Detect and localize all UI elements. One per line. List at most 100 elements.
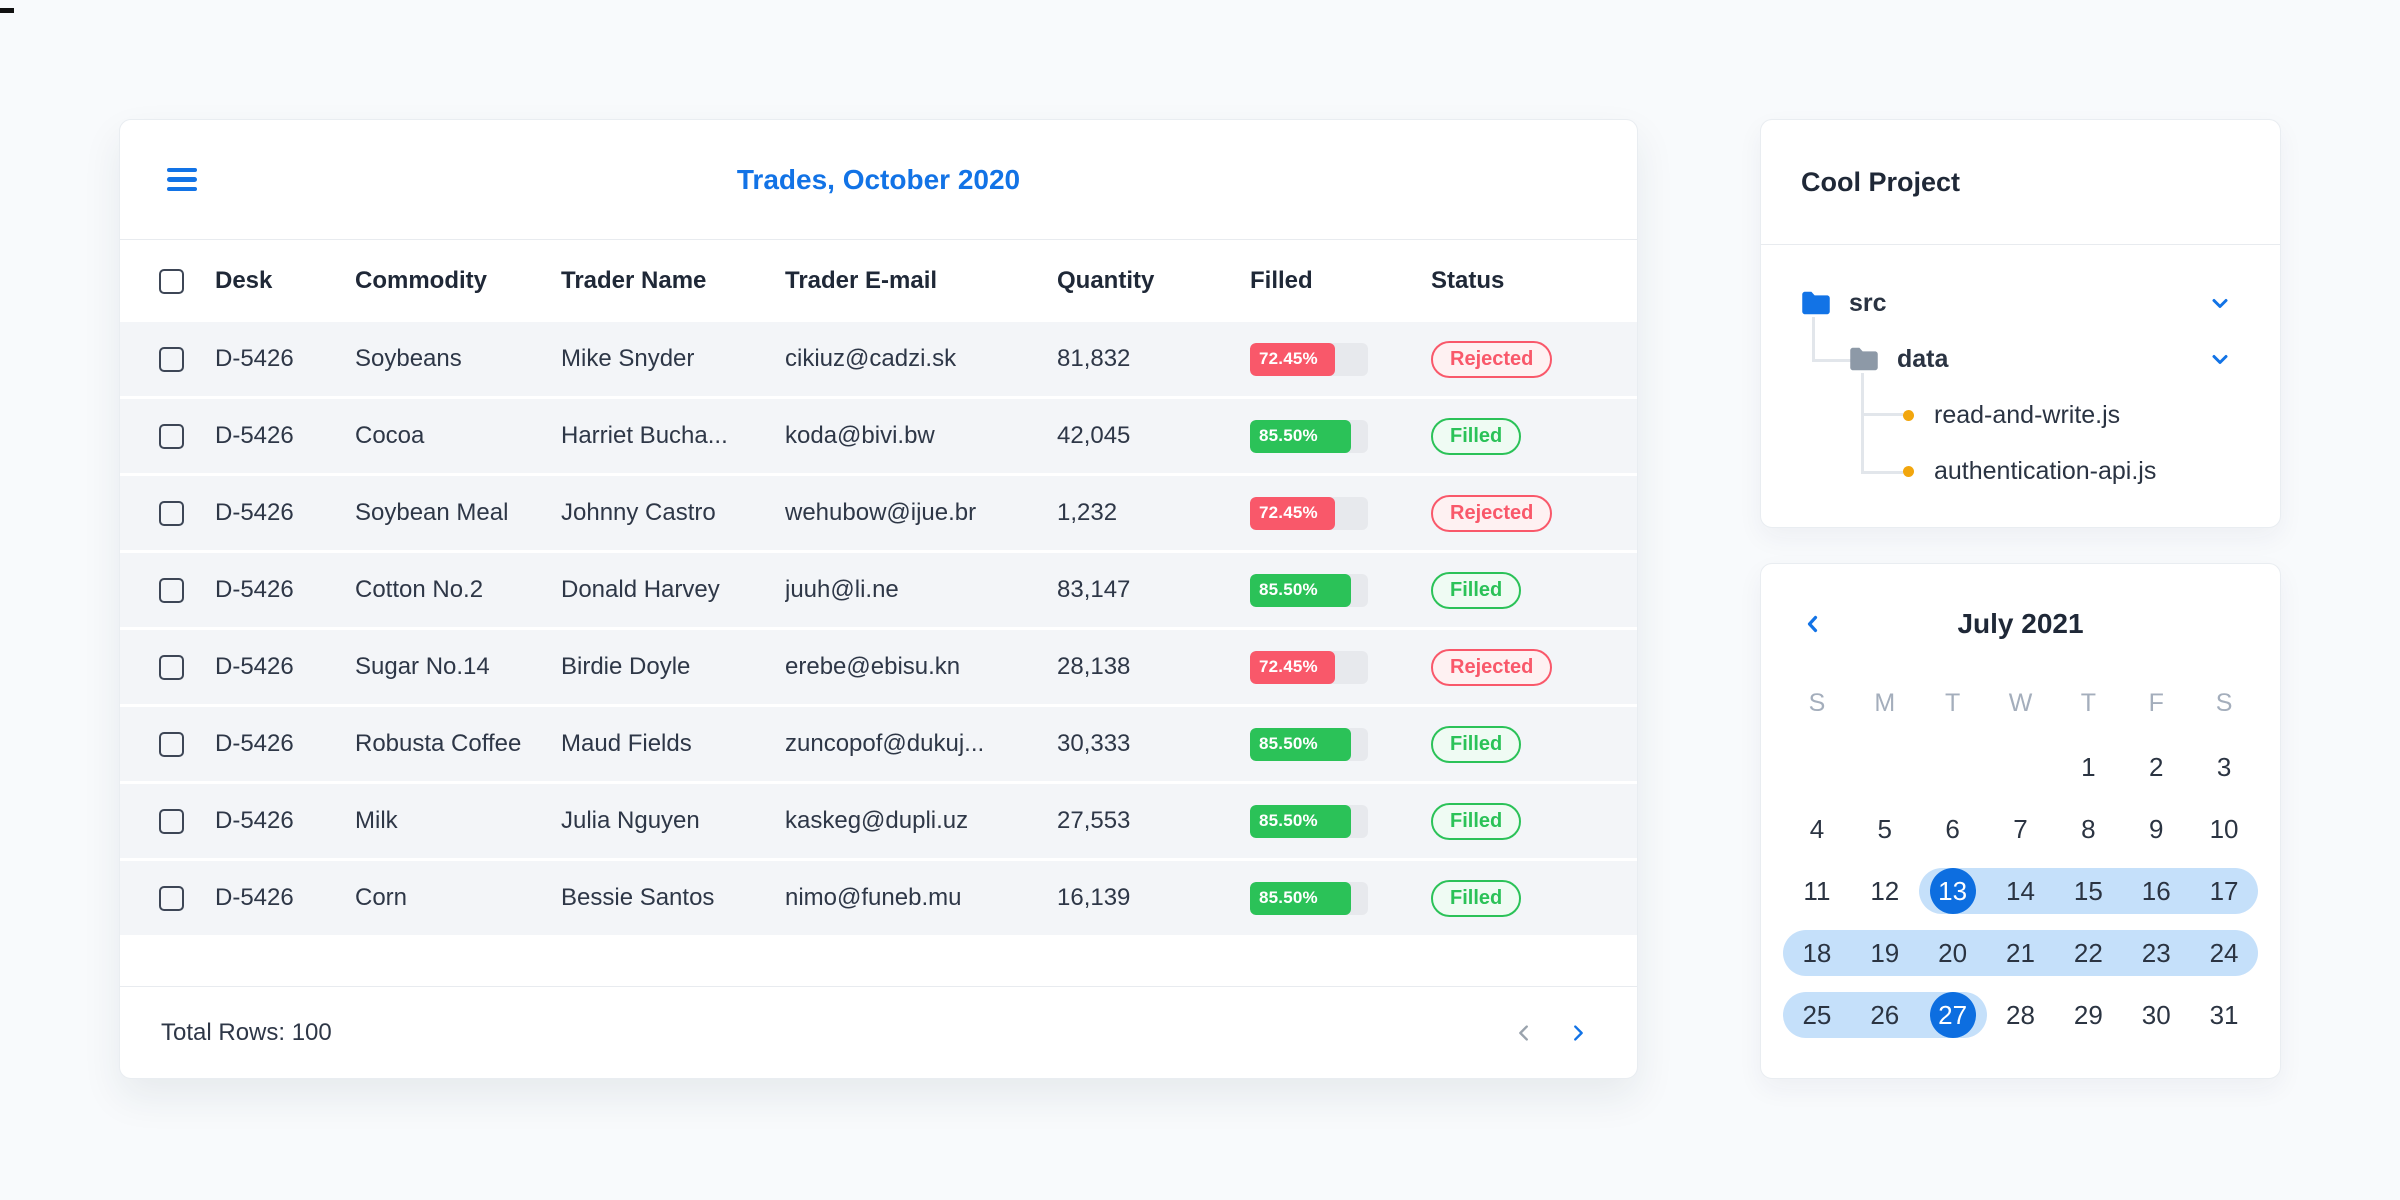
cell-quantity: 42,045 — [1057, 422, 1131, 449]
fill-progress-value: 85.50% — [1250, 573, 1351, 607]
calendar-day[interactable]: 17 — [2190, 868, 2258, 914]
next-page-button[interactable] — [1559, 1014, 1597, 1052]
cell-trader-email: nimo@funeb.mu — [785, 884, 962, 911]
prev-page-button[interactable] — [1505, 1014, 1543, 1052]
calendar-day[interactable]: 20 — [1918, 930, 1987, 976]
calendar-day[interactable]: 19 — [1850, 930, 1919, 976]
menu-button[interactable] — [167, 162, 209, 198]
calendar-day[interactable]: 21 — [1986, 930, 2055, 976]
fill-progress: 72.45% — [1250, 650, 1368, 684]
table-row: D-5426 Milk Julia Nguyen kaskeg@dupli.uz 27,… — [120, 784, 1637, 861]
calendar-day[interactable]: 12 — [1870, 875, 1900, 906]
calendar-day-empty — [1987, 744, 2055, 790]
calendar-day[interactable]: 2 — [2148, 751, 2164, 782]
col-header-quantity: Quantity — [1057, 267, 1155, 294]
project-card-header: Cool Project — [1761, 120, 2280, 245]
col-header-desk: Desk — [215, 267, 273, 294]
calendar-day[interactable]: 9 — [2148, 813, 2164, 844]
calendar-day[interactable]: 23 — [2122, 930, 2191, 976]
total-rows-label: Total Rows: 100 — [161, 1018, 332, 1046]
calendar-day-empty — [1851, 744, 1919, 790]
calendar-day[interactable]: 18 — [1783, 930, 1851, 976]
calendar-day[interactable]: 24 — [2190, 930, 2258, 976]
tree-item-label: read-and-write.js — [1934, 400, 2121, 429]
table-row: D-5426 Cotton No.2 Donald Harvey juuh@li.ne… — [120, 553, 1637, 630]
chevron-left-icon — [1519, 1024, 1528, 1041]
fill-progress-value: 72.45% — [1250, 650, 1336, 684]
row-checkbox[interactable] — [159, 500, 184, 526]
chevron-down-icon[interactable] — [2208, 347, 2232, 371]
cell-desk: D-5426 — [215, 576, 294, 603]
cell-commodity: Soybean Meal — [355, 499, 509, 526]
calendar-day[interactable]: 22 — [2054, 930, 2123, 976]
calendar-day[interactable]: 15 — [2054, 868, 2123, 914]
calendar-day-empty — [1783, 744, 1851, 790]
cell-quantity: 83,147 — [1057, 576, 1131, 603]
calendar-day[interactable]: 7 — [2013, 813, 2028, 844]
calendar-day[interactable]: 30 — [2141, 999, 2171, 1030]
row-checkbox[interactable] — [159, 808, 184, 834]
chevron-down-icon[interactable] — [2208, 291, 2232, 315]
row-checkbox[interactable] — [159, 654, 184, 680]
table-row: D-5426 Sugar No.14 Birdie Doyle erebe@ebisu… — [120, 630, 1637, 707]
cell-quantity: 28,138 — [1057, 653, 1131, 680]
calendar-day[interactable]: 26 — [1850, 992, 1919, 1038]
calendar-day[interactable]: 8 — [2081, 813, 2096, 844]
calendar-day[interactable]: 11 — [1803, 875, 1831, 906]
chevron-right-icon — [1574, 1024, 1583, 1041]
tree-folder-data[interactable]: data — [1761, 331, 2280, 387]
fill-progress: 85.50% — [1250, 419, 1368, 453]
calendar-day[interactable]: 31 — [2209, 999, 2239, 1030]
hamburger-icon — [167, 167, 197, 173]
calendar-day[interactable]: 3 — [2216, 751, 2232, 782]
calendar-day[interactable]: 6 — [1945, 813, 1960, 844]
weekday-label: F — [2148, 688, 2164, 717]
cell-quantity: 1,232 — [1057, 499, 1118, 526]
cell-quantity: 16,139 — [1057, 884, 1131, 911]
tree-connector — [1812, 317, 1815, 362]
tree-file[interactable]: read-and-write.js — [1761, 387, 2280, 443]
tree-item-label: src — [1849, 288, 1887, 317]
cell-desk: D-5426 — [215, 653, 294, 680]
calendar-prev-button[interactable] — [1801, 612, 1825, 636]
table-header-row: Desk Commodity Trader Name Trader E-mail… — [120, 240, 1637, 322]
cell-commodity: Cotton No.2 — [355, 576, 484, 603]
tree-file[interactable]: authentication-api.js — [1761, 443, 2280, 499]
calendar-day[interactable]: 25 — [1783, 992, 1851, 1038]
table-footer: Total Rows: 100 — [120, 986, 1637, 1078]
select-all-checkbox[interactable] — [159, 268, 184, 294]
calendar-day[interactable]: 1 — [2081, 751, 2096, 782]
calendar-day[interactable]: 10 — [2209, 813, 2239, 844]
calendar-title: July 2021 — [1957, 608, 2084, 639]
col-header-trader: Trader Name — [561, 267, 707, 294]
cell-desk: D-5426 — [215, 499, 294, 526]
row-checkbox[interactable] — [159, 577, 184, 603]
calendar-day[interactable]: 28 — [2006, 999, 2035, 1030]
calendar-day[interactable]: 5 — [1877, 813, 1892, 844]
calendar-day[interactable]: 4 — [1809, 813, 1825, 844]
row-checkbox[interactable] — [159, 885, 184, 911]
calendar-day[interactable]: 27 — [1918, 992, 1987, 1038]
cell-trader-email: erebe@ebisu.kn — [785, 653, 961, 680]
calendar-day[interactable]: 13 — [1918, 868, 1987, 914]
status-badge: Filled — [1431, 725, 1522, 763]
table-row: D-5426 Corn Bessie Santos nimo@funeb.mu 16,1… — [120, 861, 1637, 938]
tree-folder-src[interactable]: src — [1761, 275, 2280, 331]
status-badge: Filled — [1431, 571, 1522, 609]
cell-trader-email: kaskeg@dupli.uz — [785, 807, 969, 834]
file-tree: src data read-and-write.js authentication-a… — [1761, 245, 2280, 499]
row-checkbox[interactable] — [159, 731, 184, 757]
calendar-day[interactable]: 16 — [2122, 868, 2191, 914]
cell-trader-email: koda@bivi.bw — [785, 422, 935, 449]
cell-trader-name: Birdie Doyle — [561, 653, 691, 680]
trades-title: Trades, October 2020 — [736, 163, 1021, 195]
col-header-status: Status — [1431, 267, 1505, 294]
row-checkbox[interactable] — [159, 423, 184, 449]
gray-folder-icon — [1849, 346, 1879, 372]
row-checkbox[interactable] — [159, 346, 184, 372]
cell-trader-email: wehubow@ijue.br — [785, 499, 977, 526]
calendar-day[interactable]: 14 — [1986, 868, 2055, 914]
fill-progress-value: 85.50% — [1250, 727, 1351, 761]
calendar-day[interactable]: 29 — [2073, 999, 2103, 1030]
status-badge: Rejected — [1431, 340, 1553, 378]
